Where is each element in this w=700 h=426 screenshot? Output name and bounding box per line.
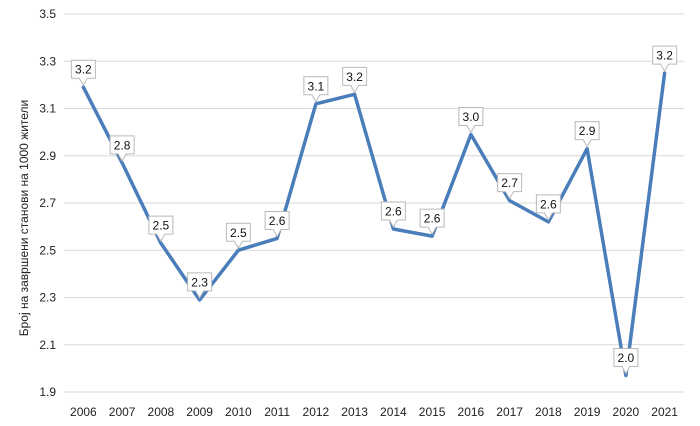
x-tick-label: 2014 <box>380 405 407 419</box>
data-label-text: 2.9 <box>579 124 596 138</box>
x-tick-label: 2021 <box>651 405 678 419</box>
y-tick-label: 2.3 <box>39 291 56 305</box>
data-label-text: 2.6 <box>385 204 402 218</box>
data-label: 3.1 <box>303 76 329 103</box>
data-label-text: 2.3 <box>191 275 208 289</box>
data-label: 3.2 <box>70 59 96 87</box>
data-label: 2.8 <box>109 135 135 162</box>
x-tick-label: 2016 <box>458 405 485 419</box>
x-tick-label: 2020 <box>613 405 640 419</box>
y-tick-label: 1.9 <box>39 385 56 399</box>
data-label-text: 2.6 <box>269 214 286 228</box>
y-tick-label: 2.7 <box>39 196 56 210</box>
label-callout <box>652 45 678 73</box>
y-tick-label: 2.5 <box>39 243 56 257</box>
label-callout <box>419 208 445 236</box>
label-callout <box>535 194 561 221</box>
series-line <box>81 71 667 378</box>
y-tick-label: 3.1 <box>39 102 56 116</box>
data-label-text: 2.7 <box>501 176 518 190</box>
series-polyline <box>81 71 667 378</box>
y-axis-ticks: 1.9 2.1 2.3 2.5 2.7 2.9 3.1 3.3 3.5 <box>39 7 56 399</box>
y-axis-label: Број на завршени станови на 1000 жители <box>17 100 31 337</box>
label-callout <box>70 59 96 87</box>
data-label-text: 2.6 <box>424 212 441 226</box>
data-labels: 3.2 2.8 2.5 2.3 2.5 2.6 3.1 3.2 2.6 2.6 3.0 2.7 2.6 2… <box>70 45 678 375</box>
y-tick-label: 2.1 <box>39 338 56 352</box>
label-callout <box>497 173 523 200</box>
x-tick-label: 2019 <box>574 405 601 419</box>
label-callout <box>342 66 368 94</box>
label-callout <box>148 215 174 243</box>
data-label-text: 2.5 <box>230 226 247 240</box>
x-axis-ticks: 2006 2007 2008 2009 2010 2011 2012 2013 2014 2015… <box>70 405 678 419</box>
x-tick-label: 2011 <box>264 405 290 419</box>
data-label-text: 3.1 <box>308 79 325 93</box>
data-label-text: 3.2 <box>75 63 92 77</box>
label-callout <box>458 106 484 134</box>
data-label: 3.2 <box>652 45 678 73</box>
x-tick-label: 2009 <box>186 405 213 419</box>
data-label-text: 3.2 <box>346 70 363 84</box>
x-tick-label: 2018 <box>535 405 562 419</box>
x-tick-label: 2012 <box>303 405 330 419</box>
x-tick-label: 2015 <box>419 405 446 419</box>
data-label-text: 3.2 <box>656 49 673 63</box>
data-label: 2.6 <box>535 194 561 221</box>
data-label: 2.0 <box>613 347 639 375</box>
data-label: 2.3 <box>187 272 213 299</box>
x-tick-label: 2010 <box>225 405 252 419</box>
data-label: 2.9 <box>574 121 600 148</box>
data-label-text: 2.8 <box>114 138 131 152</box>
data-label: 2.5 <box>225 222 251 250</box>
y-tick-label: 2.9 <box>39 149 56 163</box>
data-label-text: 3.0 <box>463 110 480 124</box>
data-label: 3.2 <box>342 66 368 94</box>
x-tick-label: 2007 <box>109 405 136 419</box>
data-label: 2.5 <box>148 215 174 243</box>
y-tick-label: 3.3 <box>39 54 56 68</box>
data-label: 2.7 <box>497 173 523 200</box>
label-callout <box>109 135 135 162</box>
label-callout <box>574 121 600 148</box>
label-callout <box>303 76 329 103</box>
data-label: 2.6 <box>380 201 406 228</box>
x-tick-label: 2006 <box>70 405 97 419</box>
data-label: 2.6 <box>264 210 290 238</box>
y-tick-label: 3.5 <box>39 7 56 21</box>
data-label: 2.6 <box>419 208 445 236</box>
gridlines <box>64 13 684 393</box>
x-tick-label: 2013 <box>341 405 368 419</box>
data-label-text: 2.0 <box>618 351 635 365</box>
data-label: 3.0 <box>458 106 484 134</box>
label-callout <box>613 347 639 375</box>
data-label-text: 2.5 <box>153 219 170 233</box>
label-callout <box>264 210 290 238</box>
label-callout <box>225 222 251 250</box>
data-label-text: 2.6 <box>540 197 557 211</box>
label-callout <box>380 201 406 228</box>
x-tick-label: 2008 <box>148 405 175 419</box>
x-tick-label: 2017 <box>496 405 523 419</box>
label-callout <box>187 272 213 299</box>
